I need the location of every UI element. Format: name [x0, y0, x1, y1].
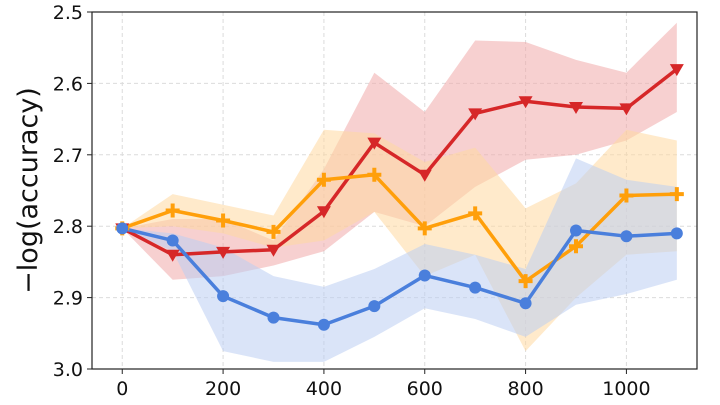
series-line-3 — [121, 226, 677, 327]
data-point — [267, 311, 280, 324]
plot-frame — [91, 11, 698, 370]
axis-ticks: 0 200 400 600 800 1000 2.5 2.6 2.7 2.8 2.9 3.0 — [53, 2, 651, 400]
data-point — [468, 108, 483, 121]
y-tick-label: 2.7 — [53, 145, 83, 167]
data-point — [368, 300, 381, 313]
data-point — [367, 167, 382, 182]
data-point — [518, 96, 533, 109]
y-tick-label: 2.8 — [53, 216, 83, 238]
data-point — [619, 103, 634, 116]
y-tick-label: 2.9 — [53, 288, 83, 310]
y-axis-title: −log(accuracy) — [13, 87, 44, 294]
data-point — [216, 213, 231, 228]
data-point — [316, 172, 331, 187]
data-point — [620, 230, 633, 243]
data-point — [317, 318, 330, 331]
data-point — [619, 188, 634, 203]
data-point — [217, 290, 230, 303]
x-tick-label: 400 — [306, 378, 342, 400]
y-tick-label: 2.5 — [53, 2, 83, 24]
data-point — [570, 224, 582, 237]
x-tick-label: 200 — [205, 378, 241, 400]
data-point — [417, 221, 432, 236]
series-markers — [115, 64, 684, 331]
data-point — [469, 281, 482, 294]
data-point — [266, 244, 281, 257]
series-line-2 — [121, 173, 677, 283]
data-point — [166, 234, 179, 247]
series-lines — [121, 67, 678, 327]
data-point — [367, 137, 382, 150]
x-tick-label: 0 — [116, 378, 128, 400]
data-point — [116, 222, 129, 235]
x-tick-label: 600 — [407, 378, 443, 400]
data-point — [670, 227, 683, 240]
series-line-1 — [121, 67, 678, 257]
x-tick-label: 800 — [507, 378, 543, 400]
data-point — [316, 206, 331, 219]
confidence-bands — [122, 22, 677, 362]
data-point — [669, 187, 684, 202]
data-point — [266, 224, 281, 239]
data-point — [165, 203, 180, 218]
data-point — [669, 64, 684, 77]
data-point — [216, 246, 231, 259]
data-point — [165, 249, 180, 262]
y-tick-label: 3.0 — [53, 359, 83, 381]
data-point — [468, 206, 483, 221]
data-point — [569, 101, 583, 114]
data-point — [518, 274, 533, 289]
data-point — [418, 269, 431, 282]
y-tick-label: 2.6 — [53, 73, 83, 95]
data-point — [569, 239, 583, 254]
data-point — [417, 169, 432, 182]
data-point — [519, 297, 532, 310]
x-tick-label: 1000 — [602, 378, 650, 400]
